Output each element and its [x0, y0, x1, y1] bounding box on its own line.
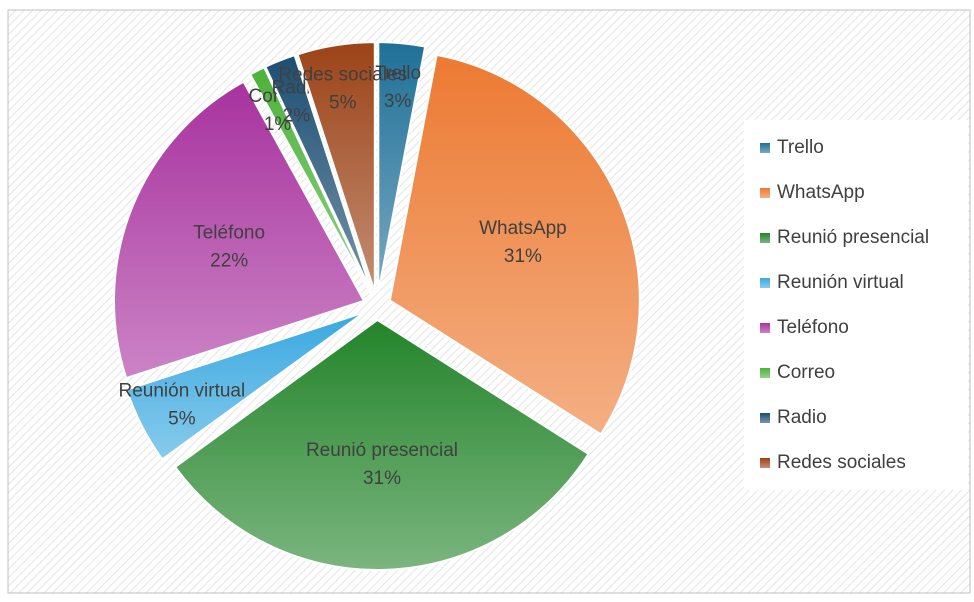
- pie-slice: [125, 311, 366, 461]
- slice-category-label: Redes sociales: [278, 65, 407, 86]
- pie-slice: [248, 65, 372, 295]
- slice-value-label: 5%: [329, 93, 357, 114]
- legend-swatch: [760, 188, 770, 198]
- slice-value-label: 5%: [168, 408, 196, 429]
- slice-value-label: 2%: [283, 105, 311, 126]
- pie-slice: [388, 53, 641, 436]
- legend-label: Correo: [777, 362, 835, 383]
- legend-label: Redes sociales: [777, 452, 906, 473]
- legend-label: Reunió presencial: [777, 227, 929, 248]
- legend-label: Reunión virtual: [777, 272, 904, 293]
- legend-swatch: [760, 143, 770, 153]
- slice-category-label: Trello: [374, 63, 421, 84]
- legend-swatch: [760, 458, 770, 468]
- legend-label: Teléfono: [777, 317, 849, 338]
- slice-category-label: WhatsApp: [479, 218, 567, 239]
- legend-box: [744, 120, 968, 490]
- legend-swatch: [760, 233, 770, 243]
- pie-slice: [377, 41, 427, 293]
- legend-label: WhatsApp: [777, 182, 865, 203]
- slice-value-label: 1%: [264, 114, 292, 135]
- slice-value-label: 31%: [363, 468, 401, 489]
- slice-value-label: 31%: [504, 246, 542, 267]
- slice-value-label: 22%: [210, 250, 248, 271]
- pie-slice: [264, 53, 373, 294]
- legend-label: Radio: [777, 407, 827, 428]
- legend-swatch: [760, 413, 770, 423]
- slice-value-label: 3%: [384, 91, 412, 112]
- pie-slice: [173, 318, 590, 571]
- slice-category-label: Teléfono: [193, 222, 265, 243]
- legend-label: Trello: [777, 137, 824, 158]
- slice-category-label: Reunió presencial: [306, 440, 458, 461]
- legend-swatch: [760, 368, 770, 378]
- pie-slice: [112, 80, 366, 380]
- slice-category-label: Reunión virtual: [118, 380, 245, 401]
- pie-slice: [296, 41, 376, 293]
- legend-swatch: [760, 278, 770, 288]
- legend-swatch: [760, 323, 770, 333]
